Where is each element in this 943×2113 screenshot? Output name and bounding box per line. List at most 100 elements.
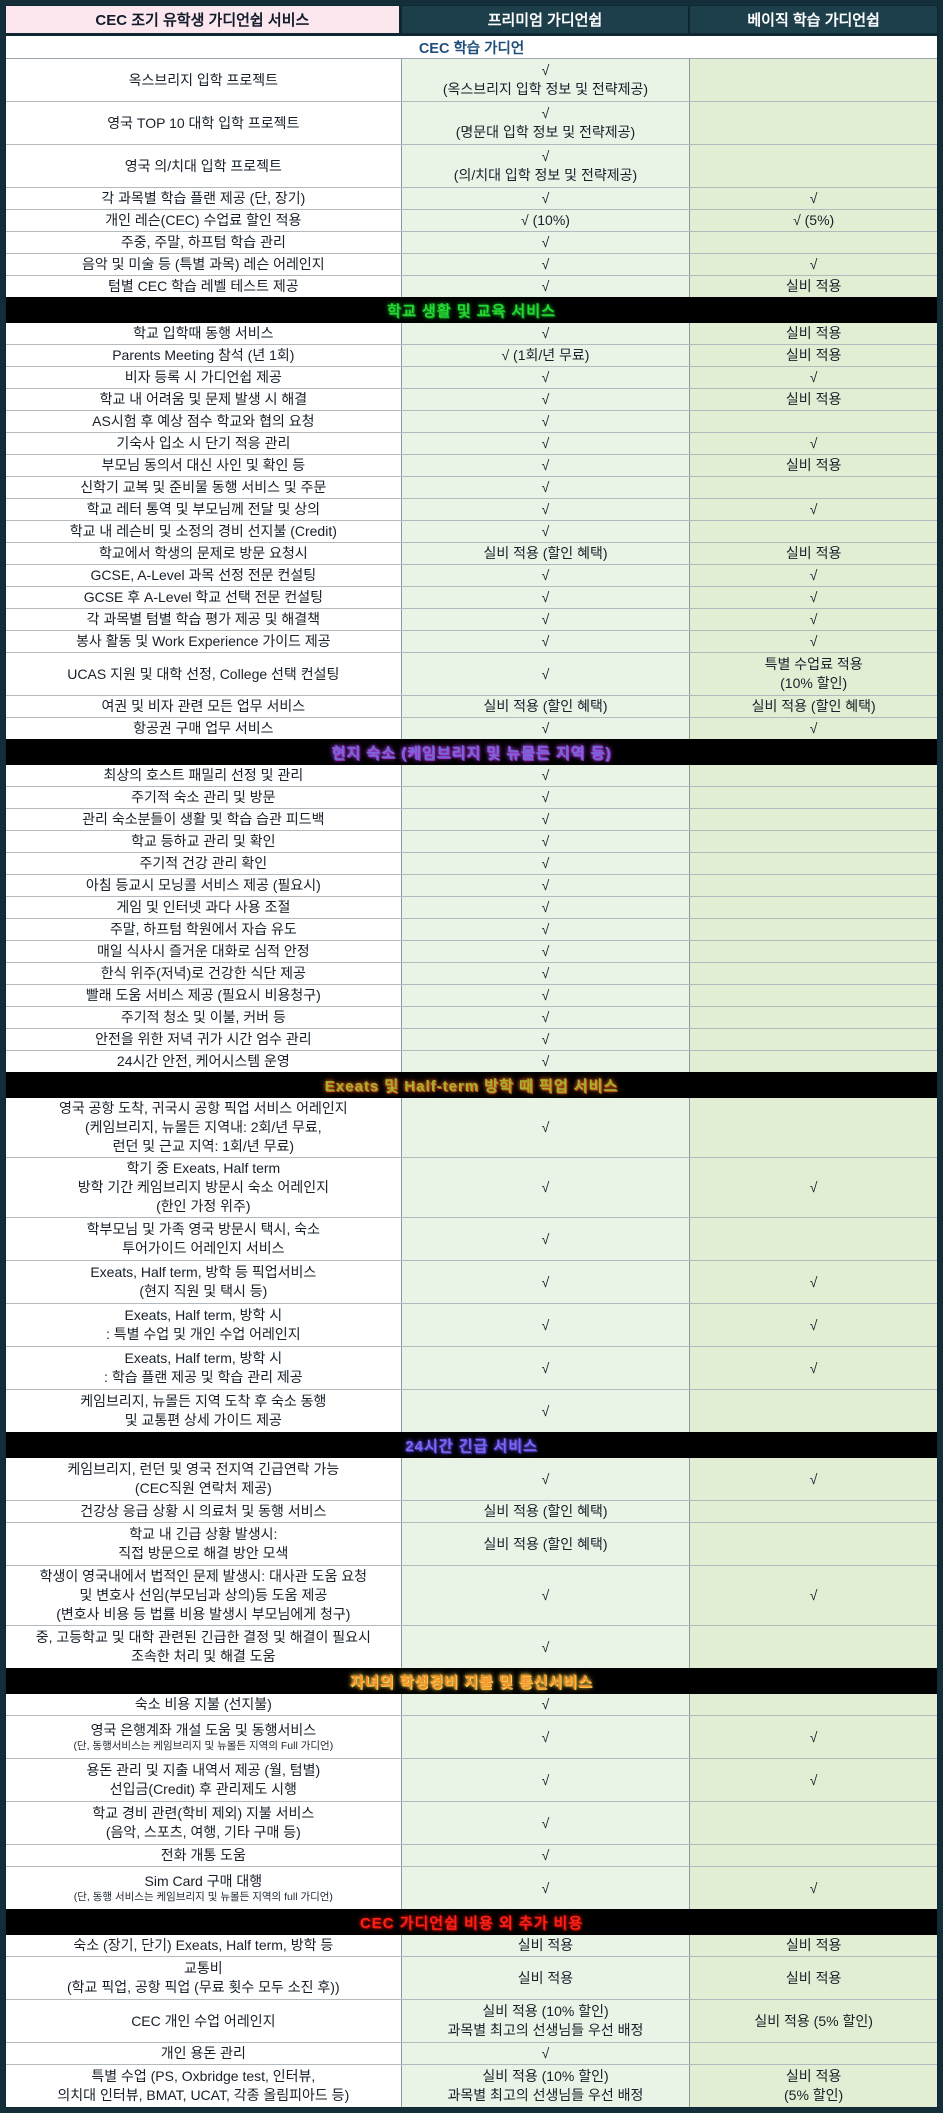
basic-cell <box>690 985 937 1006</box>
basic-cell <box>690 875 937 896</box>
table-row: 전화 개통 도움 √ <box>6 1844 937 1866</box>
table-grid: CEC 조기 유학생 가디언쉽 서비스 프리미엄 가디언쉽 베이직 학습 가디언… <box>5 5 938 2108</box>
premium-cell: √ (옥스브리지 입학 정보 및 전략제공) <box>401 59 691 101</box>
basic-cell: √ <box>690 631 937 652</box>
table-row: 여권 및 비자 관련 모든 업무 서비스 실비 적용 (할인 혜택) 실비 적용 (… <box>6 695 937 717</box>
basic-cell: 실비 적용 (5% 할인) <box>690 2000 937 2042</box>
basic-cell <box>690 232 937 253</box>
section-band-title: CEC 가디언쉽 비용 외 추가 비용 <box>359 1914 584 1932</box>
table-row: GCSE 후 A-Level 학교 선택 전문 컨설팅 √ √ <box>6 586 937 608</box>
section-band: 현지 숙소 (케임브리지 및 뉴몰든 지역 등) <box>6 739 937 765</box>
service-label: 24시간 안전, 케어시스템 운영 <box>116 1053 290 1069</box>
premium-cell: √ <box>401 1218 691 1260</box>
service-label: 케임브리지, 뉴몰든 지역 도착 후 숙소 동행 및 교통편 상세 가이드 제공 <box>80 1393 327 1428</box>
service-label: Exeats, Half term, 방학 시 : 학습 플랜 제공 및 학습 … <box>104 1350 303 1385</box>
premium-cell: √ <box>401 411 691 432</box>
table-row: 옥스브리지 입학 프로젝트 √ (옥스브리지 입학 정보 및 전략제공) <box>6 59 937 101</box>
premium-cell: √ <box>401 787 691 808</box>
basic-cell: 실비 적용 <box>690 1957 937 1999</box>
premium-cell: √ (1회/년 무료) <box>401 345 691 366</box>
basic-cell <box>690 59 937 101</box>
basic-cell <box>690 1845 937 1866</box>
table-row: 학부모님 및 가족 영국 방문시 택시, 숙소 투어가이드 어레인지 서비스 √ <box>6 1217 937 1260</box>
premium-cell: 실비 적용 (10% 할인) 과목별 최고의 선생님들 우선 배정 <box>401 2000 691 2042</box>
service-label: 최상의 호스트 패밀리 선정 및 관리 <box>103 767 304 783</box>
table-row: 중, 고등학교 및 대학 관련된 긴급한 결정 및 해결이 필요시 조속한 처리… <box>6 1625 937 1668</box>
service-cell: 숙소 비용 지불 (선지불) <box>6 1694 402 1715</box>
table-row: 학교에서 학생의 문제로 방문 요청시 실비 적용 (할인 혜택) 실비 적용 <box>6 542 937 564</box>
service-cell: 아침 등교시 모닝콜 서비스 제공 (필요시) <box>6 875 402 896</box>
premium-cell: √ <box>401 609 691 630</box>
table-row: 신학기 교복 및 준비물 동행 서비스 및 주문 √ <box>6 476 937 498</box>
service-cell: 중, 고등학교 및 대학 관련된 긴급한 결정 및 해결이 필요시 조속한 처리… <box>6 1626 402 1668</box>
basic-cell <box>690 1218 937 1260</box>
service-label: 각 과목별 텀별 학습 평가 제공 및 해결책 <box>86 611 320 627</box>
premium-cell: √ <box>401 565 691 586</box>
basic-cell: √ <box>690 587 937 608</box>
table-row: 주기적 청소 및 이불, 커버 등 √ <box>6 1006 937 1028</box>
service-label: 빨래 도움 서비스 제공 (필요시 비용청구) <box>85 987 321 1003</box>
service-cell: 옥스브리지 입학 프로젝트 <box>6 59 402 101</box>
service-cell: GCSE 후 A-Level 학교 선택 전문 컨설팅 <box>6 587 402 608</box>
table-row: Parents Meeting 참석 (년 1회) √ (1회/년 무료) 실비 적… <box>6 344 937 366</box>
service-label: 학교 레터 통역 및 부모님께 전달 및 상의 <box>86 501 320 517</box>
basic-cell: √ <box>690 1566 937 1625</box>
premium-cell: √ <box>401 232 691 253</box>
basic-cell: 실비 적용 <box>690 455 937 476</box>
service-cell: 교통비 (학교 픽업, 공항 픽업 (무료 횟수 모두 소진 후)) <box>6 1957 402 1999</box>
section-band: Exeats 및 Half-term 방학 때 픽업 서비스 <box>6 1072 937 1098</box>
basic-cell <box>690 1523 937 1565</box>
service-label: 영국 공항 도착, 귀국시 공항 픽업 서비스 어레인지 (케임브리지, 뉴몰든… <box>58 1100 348 1154</box>
premium-cell: 실비 적용 (할인 혜택) <box>401 1501 691 1522</box>
section-band: 24시간 긴급 서비스 <box>6 1432 937 1458</box>
service-label: 항공권 구매 업무 서비스 <box>133 720 274 736</box>
basic-cell <box>690 1626 937 1668</box>
header-row: CEC 조기 유학생 가디언쉽 서비스 프리미엄 가디언쉽 베이직 학습 가디언… <box>6 6 937 36</box>
basic-cell <box>690 2043 937 2064</box>
service-label: 숙소 비용 지불 (선지불) <box>134 1696 272 1712</box>
basic-cell <box>690 831 937 852</box>
service-label: 교통비 (학교 픽업, 공항 픽업 (무료 횟수 모두 소진 후)) <box>67 1960 340 1995</box>
table-row: 교통비 (학교 픽업, 공항 픽업 (무료 횟수 모두 소진 후)) 실비 적용 실… <box>6 1956 937 1999</box>
premium-cell: √ <box>401 1759 691 1801</box>
premium-cell: √ <box>401 631 691 652</box>
basic-cell: √ <box>690 1347 937 1389</box>
premium-cell: √ (명문대 입학 정보 및 전략제공) <box>401 102 691 144</box>
service-label: 안전을 위한 저녁 귀가 시간 엄수 관리 <box>95 1031 312 1047</box>
basic-cell <box>690 1007 937 1028</box>
service-cell: 게임 및 인터넷 과다 사용 조절 <box>6 897 402 918</box>
premium-cell: √ <box>401 389 691 410</box>
basic-cell <box>690 1501 937 1522</box>
table-row: 학교 등하교 관리 및 확인 √ <box>6 830 937 852</box>
service-label: 주기적 청소 및 이불, 커버 등 <box>120 1009 286 1025</box>
premium-cell: √ <box>401 809 691 830</box>
service-cell: 항공권 구매 업무 서비스 <box>6 718 402 739</box>
table-row: 영국 TOP 10 대학 입학 프로젝트 √ (명문대 입학 정보 및 전략제공) <box>6 101 937 144</box>
service-label: 숙소 (장기, 단기) Exeats, Half term, 방학 등 <box>73 1937 334 1953</box>
service-label: Parents Meeting 참석 (년 1회) <box>112 347 295 363</box>
section-band: 학교 생활 및 교육 서비스 <box>6 297 937 323</box>
service-label: 학교에서 학생의 문제로 방문 요청시 <box>98 545 308 561</box>
service-cell: 개인 레슨(CEC) 수업료 할인 적용 <box>6 210 402 231</box>
service-cell: 주기적 숙소 관리 및 방문 <box>6 787 402 808</box>
premium-cell: √ <box>401 897 691 918</box>
basic-cell <box>690 1802 937 1844</box>
basic-cell: 실비 적용 <box>690 323 937 344</box>
table-row: 숙소 비용 지불 (선지불) √ <box>6 1694 937 1715</box>
table-row: 학교 입학때 동행 서비스 √ 실비 적용 <box>6 323 937 344</box>
service-cell: 주기적 건강 관리 확인 <box>6 853 402 874</box>
service-label: 학기 중 Exeats, Half term 방학 기간 케임브리지 방문시 숙… <box>77 1160 329 1214</box>
service-cell: 안전을 위한 저녁 귀가 시간 엄수 관리 <box>6 1029 402 1050</box>
premium-cell: √ <box>401 276 691 297</box>
service-label: 부모님 동의서 대신 사인 및 확인 등 <box>101 457 306 473</box>
basic-cell <box>690 919 937 940</box>
premium-cell: √ <box>401 985 691 1006</box>
service-label: 영국 의/치대 입학 프로젝트 <box>124 157 282 174</box>
service-label: 기숙사 입소 시 단기 적응 관리 <box>116 435 291 451</box>
service-cell: 영국 은행계좌 개설 도움 및 동행서비스 (단, 동행서비스는 케임브리지 및 … <box>6 1716 402 1758</box>
section-band-title: 24시간 긴급 서비스 <box>405 1437 538 1455</box>
service-cell: 주말, 하프텀 학원에서 자습 유도 <box>6 919 402 940</box>
service-cell: 케임브리지, 뉴몰든 지역 도착 후 숙소 동행 및 교통편 상세 가이드 제공 <box>6 1390 402 1432</box>
table-row: 건강상 응급 상황 시 의료처 및 동행 서비스 실비 적용 (할인 혜택) <box>6 1500 937 1522</box>
table-row: 주중, 주말, 하프텀 학습 관리 √ <box>6 231 937 253</box>
